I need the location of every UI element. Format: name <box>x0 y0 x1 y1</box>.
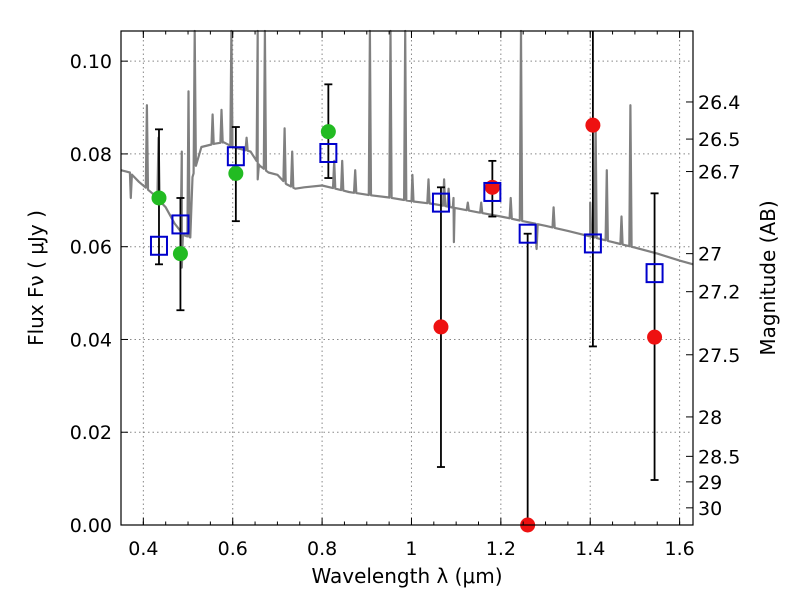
x-tick-label: 1.2 <box>486 538 516 560</box>
y-axis-label: Flux Fν ( μJy ) <box>24 210 48 346</box>
red-point <box>433 319 449 335</box>
y-tick-labels: 0.00 0.02 0.04 0.06 0.08 0.10 <box>70 51 112 537</box>
data-points <box>149 117 664 533</box>
right-tick-label: 30 <box>698 498 722 520</box>
model-square <box>226 146 245 167</box>
right-tick-labels: 26.4 26.5 26.7 27 27.2 27.5 28 28.5 29 30 <box>698 92 740 520</box>
right-tick-label: 26.7 <box>698 162 740 184</box>
model-square <box>583 233 602 254</box>
y-tick-label: 0.00 <box>70 515 112 537</box>
model-square <box>518 223 537 244</box>
y-tick-label: 0.04 <box>70 329 112 351</box>
y-tick-label: 0.06 <box>70 237 112 259</box>
model-square <box>149 235 168 256</box>
green-point <box>172 246 188 262</box>
plot-frame <box>120 30 694 526</box>
axis-ticks <box>121 31 693 526</box>
right-tick-label: 28.5 <box>698 446 740 468</box>
y-tick-label: 0.02 <box>70 422 112 444</box>
model-square <box>319 142 338 163</box>
green-point <box>320 124 336 140</box>
right-tick-label: 29 <box>698 472 722 494</box>
right-tick-label: 26.5 <box>698 129 740 151</box>
x-tick-labels: 0.4 0.6 0.8 1 1.2 1.4 1.6 <box>128 538 694 560</box>
x-tick-label: 0.4 <box>128 538 158 560</box>
y-tick-label: 0.08 <box>70 144 112 166</box>
x-tick-label: 1.6 <box>664 538 694 560</box>
x-tick-label: 0.8 <box>307 538 337 560</box>
x-axis-label: Wavelength λ (μm) <box>311 564 502 588</box>
x-tick-label: 1.4 <box>575 538 605 560</box>
x-tick-label: 1 <box>405 538 417 560</box>
model-spectrum <box>120 29 694 269</box>
model-spectrum-line <box>120 29 694 269</box>
right-axis-label: Magnitude (AB) <box>756 200 780 355</box>
right-tick-label: 26.4 <box>698 92 740 114</box>
right-tick-label: 27 <box>698 244 722 266</box>
green-point <box>151 190 167 206</box>
green-point <box>228 165 244 181</box>
model-square <box>645 263 664 284</box>
model-square <box>483 181 502 202</box>
right-tick-label: 27.2 <box>698 282 740 304</box>
red-point <box>647 329 663 345</box>
y-tick-label: 0.10 <box>70 51 112 73</box>
right-tick-label: 28 <box>698 407 722 429</box>
red-point <box>585 117 601 133</box>
right-tick-label: 27.5 <box>698 345 740 367</box>
model-square <box>431 192 450 213</box>
model-square <box>171 214 190 235</box>
x-tick-label: 0.6 <box>218 538 248 560</box>
